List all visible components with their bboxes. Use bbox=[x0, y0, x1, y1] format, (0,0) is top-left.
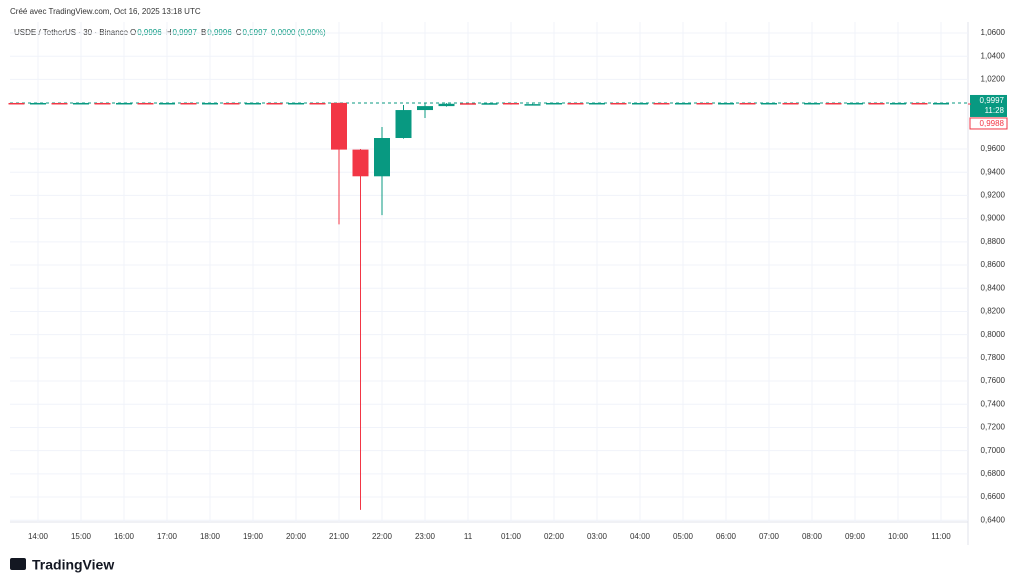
candle-body bbox=[567, 102, 584, 105]
y-tick-label: 0,8800 bbox=[981, 237, 1006, 246]
y-tick-label: 0,9200 bbox=[981, 191, 1006, 200]
candle-body bbox=[374, 138, 390, 177]
x-tick-label: 05:00 bbox=[673, 532, 694, 541]
last-price-label: 0,9997 bbox=[980, 96, 1005, 105]
candle-body bbox=[73, 102, 89, 105]
candle-body bbox=[417, 106, 433, 111]
x-tick-label: 17:00 bbox=[157, 532, 178, 541]
candle-body bbox=[288, 102, 304, 105]
x-tick-label: 09:00 bbox=[845, 532, 866, 541]
countdown: 11:28 bbox=[985, 106, 1005, 115]
marker-label: 0,9988 bbox=[980, 119, 1005, 128]
y-tick-label: 0,9600 bbox=[981, 144, 1006, 153]
candle-body bbox=[718, 102, 734, 105]
candle-body bbox=[460, 103, 476, 105]
candle-body bbox=[438, 103, 455, 107]
candle-body bbox=[868, 102, 885, 105]
candle-body bbox=[309, 102, 326, 105]
x-tick-label: 02:00 bbox=[544, 532, 565, 541]
x-tick-label: 04:00 bbox=[630, 532, 651, 541]
x-tick-label: 07:00 bbox=[759, 532, 780, 541]
y-tick-label: 0,8200 bbox=[981, 307, 1006, 316]
x-tick-label: 03:00 bbox=[587, 532, 608, 541]
candle-body bbox=[589, 102, 605, 105]
candle-body bbox=[481, 103, 498, 105]
candle-body bbox=[782, 102, 799, 105]
candle-body bbox=[696, 102, 713, 105]
candle-body bbox=[159, 102, 175, 105]
y-tick-label: 0,6800 bbox=[981, 469, 1006, 478]
y-tick-label: 0,7600 bbox=[981, 376, 1006, 385]
candle-body bbox=[653, 102, 670, 105]
logo-icon bbox=[10, 558, 26, 570]
y-tick-label: 0,9000 bbox=[981, 214, 1006, 223]
candle-body bbox=[94, 102, 111, 105]
candle-body bbox=[202, 102, 218, 105]
y-tick-label: 1,0600 bbox=[981, 28, 1006, 37]
y-tick-label: 0,7400 bbox=[981, 399, 1006, 408]
candle-body bbox=[761, 102, 777, 105]
candle-body bbox=[911, 102, 928, 105]
x-tick-label: 16:00 bbox=[114, 532, 135, 541]
y-tick-label: 0,6600 bbox=[981, 492, 1006, 501]
y-tick-label: 0,7000 bbox=[981, 446, 1006, 455]
y-tick-label: 1,0200 bbox=[981, 75, 1006, 84]
candle-body bbox=[503, 102, 519, 105]
candle-body bbox=[933, 102, 949, 105]
y-tick-label: 0,6400 bbox=[981, 515, 1006, 524]
y-tick-label: 0,8000 bbox=[981, 330, 1006, 339]
x-tick-label: 11 bbox=[464, 532, 473, 541]
candle-body bbox=[180, 102, 197, 105]
candle-body bbox=[116, 102, 132, 105]
candle-body bbox=[51, 102, 68, 105]
candle-body bbox=[632, 102, 648, 105]
candle-body bbox=[8, 102, 25, 105]
candle-body bbox=[137, 102, 154, 105]
candle-body bbox=[30, 102, 46, 105]
x-tick-label: 21:00 bbox=[329, 532, 350, 541]
x-tick-label: 11:00 bbox=[931, 532, 951, 541]
x-tick-label: 18:00 bbox=[200, 532, 221, 541]
candle-body bbox=[245, 102, 261, 105]
y-tick-label: 0,8600 bbox=[981, 260, 1006, 269]
candle-body bbox=[524, 104, 541, 106]
y-tick-label: 0,7800 bbox=[981, 353, 1006, 362]
candle-body bbox=[847, 102, 863, 105]
candle-body bbox=[739, 102, 756, 105]
x-tick-label: 14:00 bbox=[28, 532, 49, 541]
candle-body bbox=[890, 102, 906, 105]
candle-body bbox=[266, 102, 283, 105]
y-tick-label: 0,8400 bbox=[981, 283, 1006, 292]
credit: Créé avec TradingView.com, Oct 16, 2025 … bbox=[10, 7, 201, 16]
candle-body bbox=[331, 102, 347, 150]
x-tick-label: 15:00 bbox=[71, 532, 92, 541]
x-tick-label: 22:00 bbox=[372, 532, 393, 541]
x-tick-label: 19:00 bbox=[243, 532, 264, 541]
marker-box bbox=[969, 117, 1008, 130]
x-tick-label: 20:00 bbox=[286, 532, 307, 541]
candle-body bbox=[546, 102, 562, 105]
candle-body bbox=[352, 149, 369, 177]
x-tick-label: 06:00 bbox=[716, 532, 737, 541]
x-tick-label: 23:00 bbox=[415, 532, 436, 541]
y-tick-label: 1,0400 bbox=[981, 51, 1006, 60]
candle-body bbox=[610, 102, 627, 105]
candle-body bbox=[675, 102, 691, 105]
x-tick-label: 01:00 bbox=[501, 532, 522, 541]
candle-body bbox=[804, 102, 820, 105]
y-tick-label: 0,7200 bbox=[981, 423, 1006, 432]
last-price-box bbox=[970, 94, 1007, 117]
candle-body bbox=[223, 102, 240, 105]
candle-body bbox=[825, 102, 842, 105]
y-tick-label: 0,9400 bbox=[981, 167, 1006, 176]
logo-text: TradingView bbox=[32, 557, 114, 573]
x-tick-label: 08:00 bbox=[802, 532, 823, 541]
x-tick-label: 10:00 bbox=[888, 532, 909, 541]
candle-body bbox=[395, 110, 412, 139]
